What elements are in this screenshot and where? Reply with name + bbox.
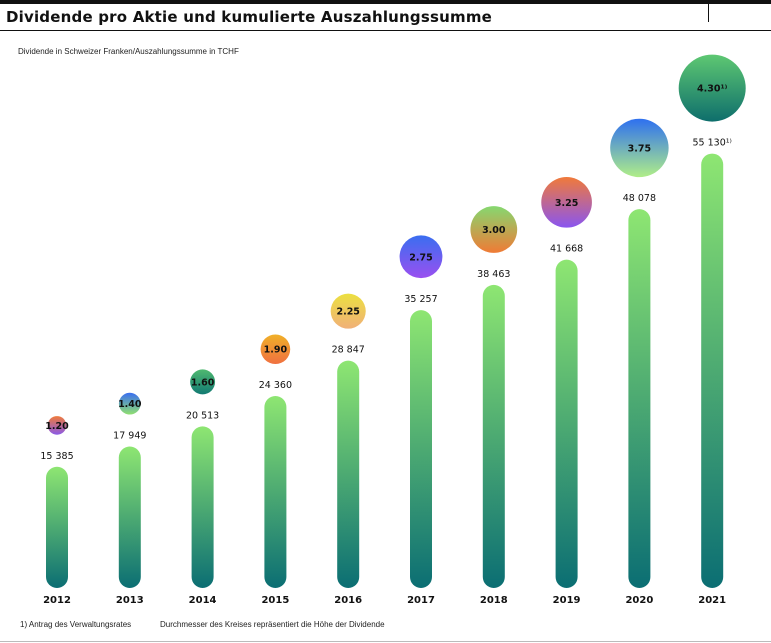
bar-value-label-2020: 48 078: [623, 193, 656, 204]
bar-2013: [118, 446, 141, 588]
bar-2020: [628, 209, 651, 588]
dividend-bubble-2015: [260, 334, 291, 365]
bar-2012: [46, 466, 68, 588]
dividend-label-2017: 2.75: [409, 252, 432, 263]
bar-value-label-2021: 55 130¹⁾: [693, 138, 732, 149]
bar-2016: [337, 360, 360, 588]
dividend-label-2013: 1.40: [118, 399, 142, 410]
dividend-bubble-2020: [610, 118, 669, 178]
dividend-bubble-2016: [330, 293, 366, 329]
dividend-label-2016: 2.25: [336, 307, 359, 318]
bar-2015: [264, 396, 287, 588]
dividend-label-2020: 3.75: [628, 143, 651, 154]
dividend-bubble-2017: [399, 235, 443, 279]
dividend-label-2014: 1.60: [191, 377, 215, 388]
dividend-bubble-2021: [678, 54, 746, 122]
dividend-bubble-2012: [47, 416, 67, 435]
bar-value-label-2019: 41 668: [550, 244, 583, 255]
year-label-2017: 2017: [407, 595, 435, 606]
bar-value-label-2015: 24 360: [259, 380, 292, 391]
title-divider: [708, 4, 709, 22]
dividend-label-2021: 4.30¹⁾: [697, 84, 728, 95]
dividend-bubble-2013: [118, 392, 141, 415]
diameter-note: Durchmesser des Kreises repräsentiert di…: [160, 620, 385, 629]
dividend-bubble-2014: [190, 369, 216, 395]
title-underline: [0, 30, 771, 31]
chart-subtitle: Dividende in Schweizer Franken/Auszahlun…: [18, 47, 239, 56]
dividend-bubble-2018: [470, 206, 518, 253]
bar-value-label-2018: 38 463: [477, 269, 510, 280]
dividend-label-2015: 1.90: [264, 345, 288, 356]
bar-2018: [482, 284, 505, 588]
bottom-border: [0, 641, 771, 642]
footnote: 1) Antrag des Verwaltungsrates: [20, 620, 132, 629]
dividend-label-2012: 1.20: [45, 421, 69, 432]
chart-title: Dividende pro Aktie und kumulierte Ausza…: [6, 8, 493, 26]
year-label-2015: 2015: [261, 595, 289, 606]
bar-2017: [410, 310, 432, 588]
bar-2021: [701, 153, 724, 588]
year-label-2018: 2018: [480, 595, 508, 606]
bar-2014: [191, 426, 214, 588]
bar-value-label-2012: 15 385: [40, 451, 73, 462]
year-label-2020: 2020: [625, 595, 653, 606]
dividend-label-2018: 3.00: [482, 225, 506, 236]
year-label-2012: 2012: [43, 595, 71, 606]
dividend-label-2019: 3.25: [555, 198, 578, 209]
top-border: [0, 0, 771, 4]
bar-value-label-2016: 28 847: [332, 345, 365, 356]
bar-2019: [555, 259, 578, 588]
year-label-2013: 2013: [116, 595, 144, 606]
bar-value-label-2017: 35 257: [404, 294, 437, 305]
year-label-2021: 2021: [698, 595, 726, 606]
bar-value-label-2014: 20 513: [186, 410, 219, 421]
year-label-2014: 2014: [189, 595, 217, 606]
dividend-bubble-2019: [541, 177, 592, 228]
year-label-2016: 2016: [334, 595, 362, 606]
year-label-2019: 2019: [553, 595, 581, 606]
bar-value-label-2013: 17 949: [113, 431, 146, 442]
